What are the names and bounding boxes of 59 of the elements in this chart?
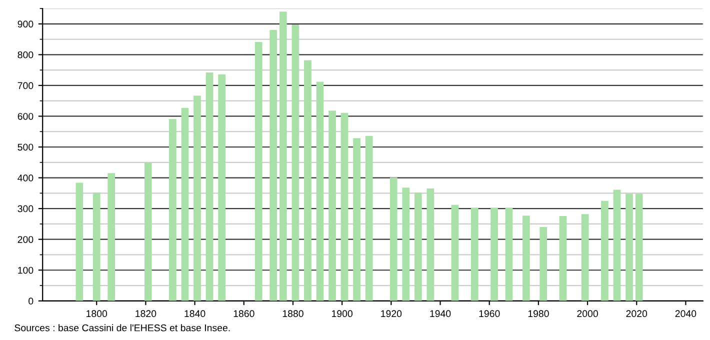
bar bbox=[365, 136, 373, 301]
x-tick-label: 1940 bbox=[430, 310, 451, 318]
bar bbox=[144, 162, 152, 301]
bar bbox=[426, 188, 434, 301]
bar bbox=[194, 96, 201, 301]
bar bbox=[292, 24, 300, 301]
bar bbox=[490, 208, 498, 301]
bar bbox=[402, 188, 410, 301]
bar bbox=[522, 216, 530, 301]
bar bbox=[218, 74, 226, 301]
x-tick-label: 1860 bbox=[234, 310, 254, 318]
bar bbox=[108, 173, 116, 301]
bar bbox=[390, 177, 398, 301]
y-tick-label: 500 bbox=[18, 144, 34, 151]
bar bbox=[181, 108, 189, 301]
y-tick-label: 400 bbox=[18, 174, 34, 182]
source-note: Sources : base Cassini de l'EHESS et base Insee. bbox=[14, 324, 230, 332]
bar bbox=[626, 194, 633, 301]
bar bbox=[254, 42, 262, 301]
x-tick-label: 1800 bbox=[86, 310, 108, 318]
bar bbox=[414, 192, 422, 301]
x-tick-label: 1920 bbox=[381, 310, 402, 318]
bar bbox=[169, 118, 176, 301]
bar bbox=[470, 208, 478, 301]
x-tick-label: 2020 bbox=[626, 310, 648, 318]
bar bbox=[540, 227, 548, 301]
bar bbox=[76, 182, 84, 301]
x-tick-label: 1960 bbox=[479, 310, 500, 318]
bar bbox=[206, 72, 214, 301]
x-tick-label: 1880 bbox=[282, 310, 304, 318]
x-tick-label: 1840 bbox=[184, 310, 206, 318]
y-tick-label: 800 bbox=[18, 51, 34, 58]
y-tick-label: 300 bbox=[18, 205, 34, 212]
bar bbox=[316, 82, 324, 301]
x-tick-label: 1900 bbox=[332, 310, 352, 318]
bar bbox=[279, 12, 287, 301]
bar bbox=[505, 208, 513, 301]
bar bbox=[601, 200, 608, 301]
x-tick-label: 2000 bbox=[577, 310, 598, 318]
y-tick-label: 900 bbox=[18, 20, 34, 28]
bar bbox=[559, 216, 567, 301]
y-tick-label: 100 bbox=[18, 266, 34, 274]
bar bbox=[613, 190, 621, 301]
bar bbox=[635, 194, 643, 301]
bar bbox=[92, 192, 100, 301]
y-tick-label: 600 bbox=[18, 112, 34, 120]
bar bbox=[328, 110, 336, 301]
y-tick-label: 700 bbox=[18, 82, 34, 90]
bar bbox=[353, 138, 360, 301]
bar bbox=[451, 204, 459, 301]
x-tick-label: 1820 bbox=[136, 310, 156, 318]
bar bbox=[304, 60, 312, 301]
bar bbox=[340, 112, 348, 301]
bar bbox=[270, 30, 278, 301]
x-tick-label: 2040 bbox=[675, 310, 696, 318]
x-tick-label: 1980 bbox=[528, 310, 549, 318]
y-tick-label: 0 bbox=[28, 298, 34, 305]
bar bbox=[581, 214, 589, 301]
y-tick-label: 200 bbox=[18, 236, 34, 243]
